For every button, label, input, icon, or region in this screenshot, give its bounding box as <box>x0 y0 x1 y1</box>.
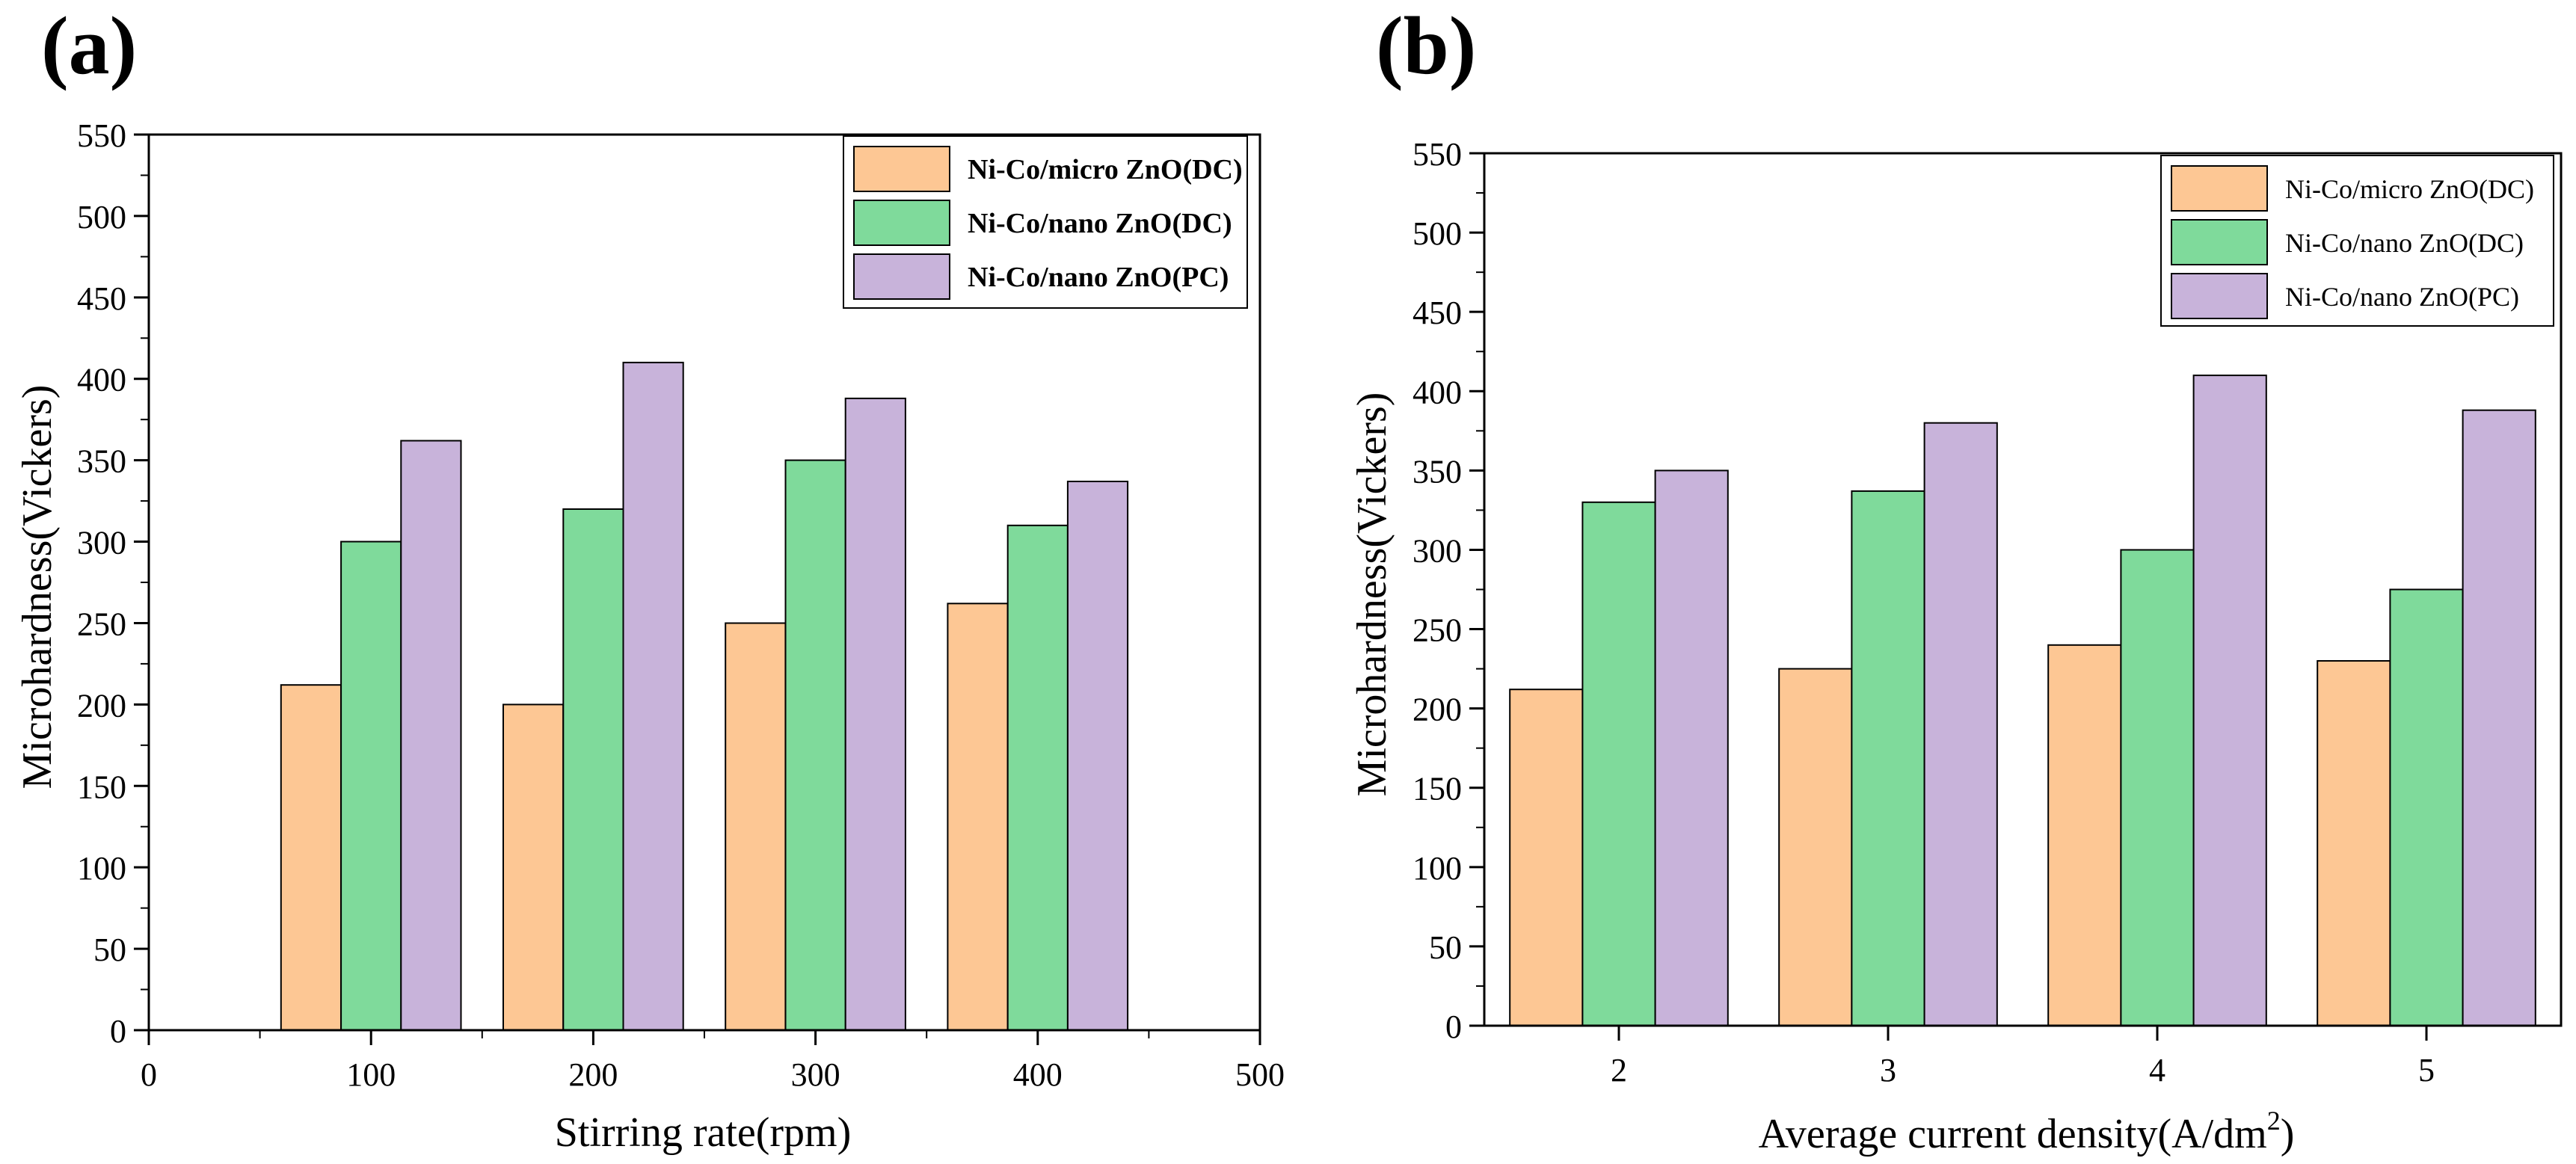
panel-b-y-axis-title: Microhardness(Vickers) <box>1349 392 1395 797</box>
legend-label: Ni-Co/micro ZnO(DC) <box>968 154 1243 185</box>
panel-b-x-axis-title: Average current density(A/dm2) <box>1759 1106 2295 1157</box>
chart-panel-a: (a) Microhardness(Vickers) Stirring rate… <box>14 0 1285 1156</box>
legend-swatch <box>853 253 950 300</box>
bar-200-series-1 <box>502 703 565 1032</box>
x-tick-label: 100 <box>346 1056 396 1093</box>
x-tick-label: 200 <box>568 1056 618 1093</box>
bar-3-series-3 <box>1923 422 1998 1026</box>
x-tick-label: 2 <box>1611 1052 1627 1088</box>
y-tick-label: 550 <box>77 117 126 154</box>
legend-label: Ni-Co/nano ZnO(PC) <box>968 262 1229 293</box>
bar-400-series-2 <box>1006 524 1069 1031</box>
legend-label: Ni-Co/nano ZnO(DC) <box>2285 228 2524 258</box>
y-tick-label: 50 <box>1429 929 1462 966</box>
panel-b-label: (b) <box>1376 0 1476 91</box>
bar-5-series-1 <box>2317 660 2391 1026</box>
y-tick-label: 200 <box>1413 692 1462 728</box>
y-tick-label: 0 <box>110 1013 126 1050</box>
x-tick-label: 5 <box>2418 1052 2435 1088</box>
bar-2-series-1 <box>1509 689 1584 1026</box>
y-tick-label: 50 <box>93 931 126 968</box>
bar-300-series-3 <box>844 397 906 1031</box>
x-tick-label: 0 <box>141 1056 157 1093</box>
y-tick-label: 250 <box>77 606 126 642</box>
panel-a-axes: 0 50 100 150 200 250 300 350 400 450 500 550 0 100 200… <box>77 117 1285 1093</box>
y-tick-label: 150 <box>77 769 126 805</box>
bar-4-series-3 <box>2192 375 2267 1027</box>
y-tick-label: 550 <box>1413 136 1462 173</box>
y-tick-label: 350 <box>77 443 126 480</box>
panel-b-x-axis-title-suffix: ) <box>2281 1111 2295 1157</box>
legend-swatch <box>2171 165 2268 212</box>
bar-2-series-3 <box>1654 469 1729 1026</box>
x-tick-label: 300 <box>791 1056 840 1093</box>
panel-a-legend: Ni-Co/micro ZnO(DC) Ni-Co/nano ZnO(DC) Ni-… <box>843 135 1248 309</box>
panel-a-y-axis-title: Microhardness(Vickers) <box>14 385 61 789</box>
x-tick-label: 4 <box>2149 1052 2165 1088</box>
x-tick-label: 500 <box>1235 1056 1285 1093</box>
bar-2-series-2 <box>1581 501 1656 1026</box>
bar-100-series-3 <box>400 440 462 1031</box>
bar-4-series-2 <box>2120 549 2195 1026</box>
y-tick-label: 300 <box>1413 532 1462 569</box>
bar-3-series-2 <box>1851 490 1925 1026</box>
y-tick-label: 450 <box>77 280 126 317</box>
legend-swatch <box>853 146 950 192</box>
y-tick-label: 150 <box>1413 771 1462 807</box>
y-tick-label: 350 <box>1413 453 1462 490</box>
panel-b-axes: 0 50 100 150 200 250 300 350 400 450 500 550 2 3 4 5 <box>1413 136 2563 1088</box>
panel-a-label: (a) <box>41 0 137 91</box>
legend-label: Ni-Co/nano ZnO(PC) <box>2285 282 2519 312</box>
bar-200-series-2 <box>562 508 624 1031</box>
y-tick-label: 400 <box>1413 374 1462 410</box>
y-tick-label: 100 <box>1413 850 1462 887</box>
bar-100-series-2 <box>340 541 402 1031</box>
y-tick-label: 200 <box>77 687 126 724</box>
panel-b-x-axis-title-superscript: 2 <box>2267 1106 2281 1136</box>
bar-300-series-1 <box>725 622 787 1031</box>
bar-3-series-1 <box>1778 668 1853 1026</box>
y-tick-label: 400 <box>77 362 126 398</box>
bar-400-series-3 <box>1066 481 1129 1031</box>
bar-400-series-1 <box>947 603 1009 1031</box>
bar-300-series-2 <box>784 459 846 1031</box>
legend-swatch <box>2171 219 2268 265</box>
panel-a-bars <box>280 361 1129 1032</box>
y-tick-label: 500 <box>1413 215 1462 252</box>
legend-swatch <box>853 200 950 246</box>
bar-4-series-1 <box>2047 644 2122 1026</box>
panel-b-legend: Ni-Co/micro ZnO(DC) Ni-Co/nano ZnO(DC) Ni-… <box>2160 155 2554 327</box>
panel-b-bars <box>1509 375 2536 1027</box>
y-tick-label: 250 <box>1413 612 1462 649</box>
legend-label: Ni-Co/micro ZnO(DC) <box>2285 174 2534 204</box>
y-tick-label: 300 <box>77 525 126 561</box>
y-tick-label: 100 <box>77 850 126 887</box>
legend-swatch <box>2171 273 2268 319</box>
chart-panel-b: (b) Microhardness(Vickers) Average curre… <box>1349 0 2563 1157</box>
panel-a-x-axis-title: Stirring rate(rpm) <box>555 1109 852 1156</box>
x-tick-label: 400 <box>1013 1056 1063 1093</box>
bar-100-series-1 <box>280 684 342 1031</box>
bar-5-series-3 <box>2462 409 2536 1026</box>
y-tick-label: 0 <box>1445 1009 1462 1045</box>
y-tick-label: 450 <box>1413 295 1462 331</box>
x-tick-label: 3 <box>1880 1052 1896 1088</box>
bar-5-series-2 <box>2389 588 2464 1026</box>
panel-b-x-axis-title-main: Average current density(A/dm <box>1759 1111 2267 1157</box>
legend-label: Ni-Co/nano ZnO(DC) <box>968 208 1232 239</box>
bar-200-series-3 <box>622 361 684 1031</box>
y-tick-label: 500 <box>77 199 126 235</box>
